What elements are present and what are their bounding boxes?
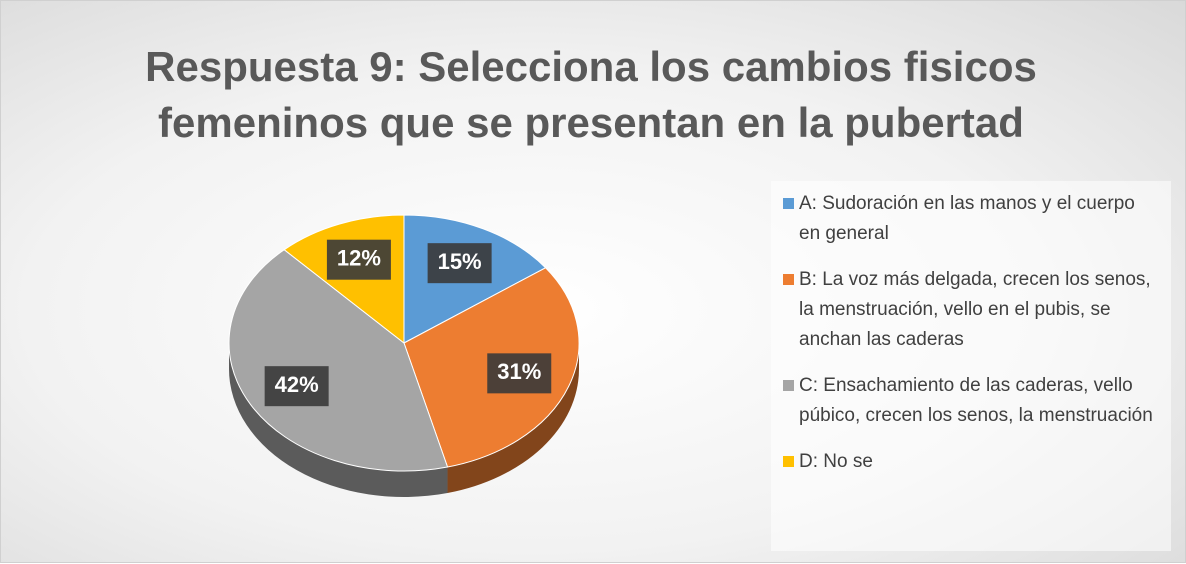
legend-item: C: Ensachamiento de las caderas, vello p… — [781, 371, 1161, 431]
data-label-box — [427, 243, 492, 284]
data-label: 42% — [275, 372, 319, 397]
legend-item: A: Sudoración en las manos y el cuerpo e… — [781, 189, 1161, 249]
legend-label: A: Sudoración en las manos y el cuerpo e… — [799, 193, 1135, 244]
slice-side — [447, 343, 580, 493]
legend-swatch — [783, 380, 794, 391]
slice-side — [229, 343, 448, 497]
slice — [228, 249, 449, 472]
data-label: 12% — [337, 246, 381, 271]
legend-swatch — [783, 274, 794, 285]
legend-label: D: No se — [799, 451, 873, 472]
legend-swatch — [783, 456, 794, 467]
legend-item: D: No se — [781, 447, 1161, 477]
data-label: 31% — [497, 359, 541, 384]
legend-item: B: La voz más delgada, crecen los senos,… — [781, 265, 1161, 355]
chart-title: Respuesta 9: Selecciona los cambios fisi… — [145, 43, 1037, 146]
legend-label: C: Ensachamiento de las caderas, vello p… — [799, 375, 1153, 426]
data-label-box — [264, 366, 329, 407]
legend-swatch — [783, 198, 794, 209]
legend-label: B: La voz más delgada, crecen los senos,… — [799, 269, 1151, 350]
data-label: 15% — [438, 249, 482, 274]
legend: A: Sudoración en las manos y el cuerpo e… — [771, 181, 1171, 551]
data-label-box — [326, 239, 391, 280]
data-label-box — [487, 353, 552, 394]
